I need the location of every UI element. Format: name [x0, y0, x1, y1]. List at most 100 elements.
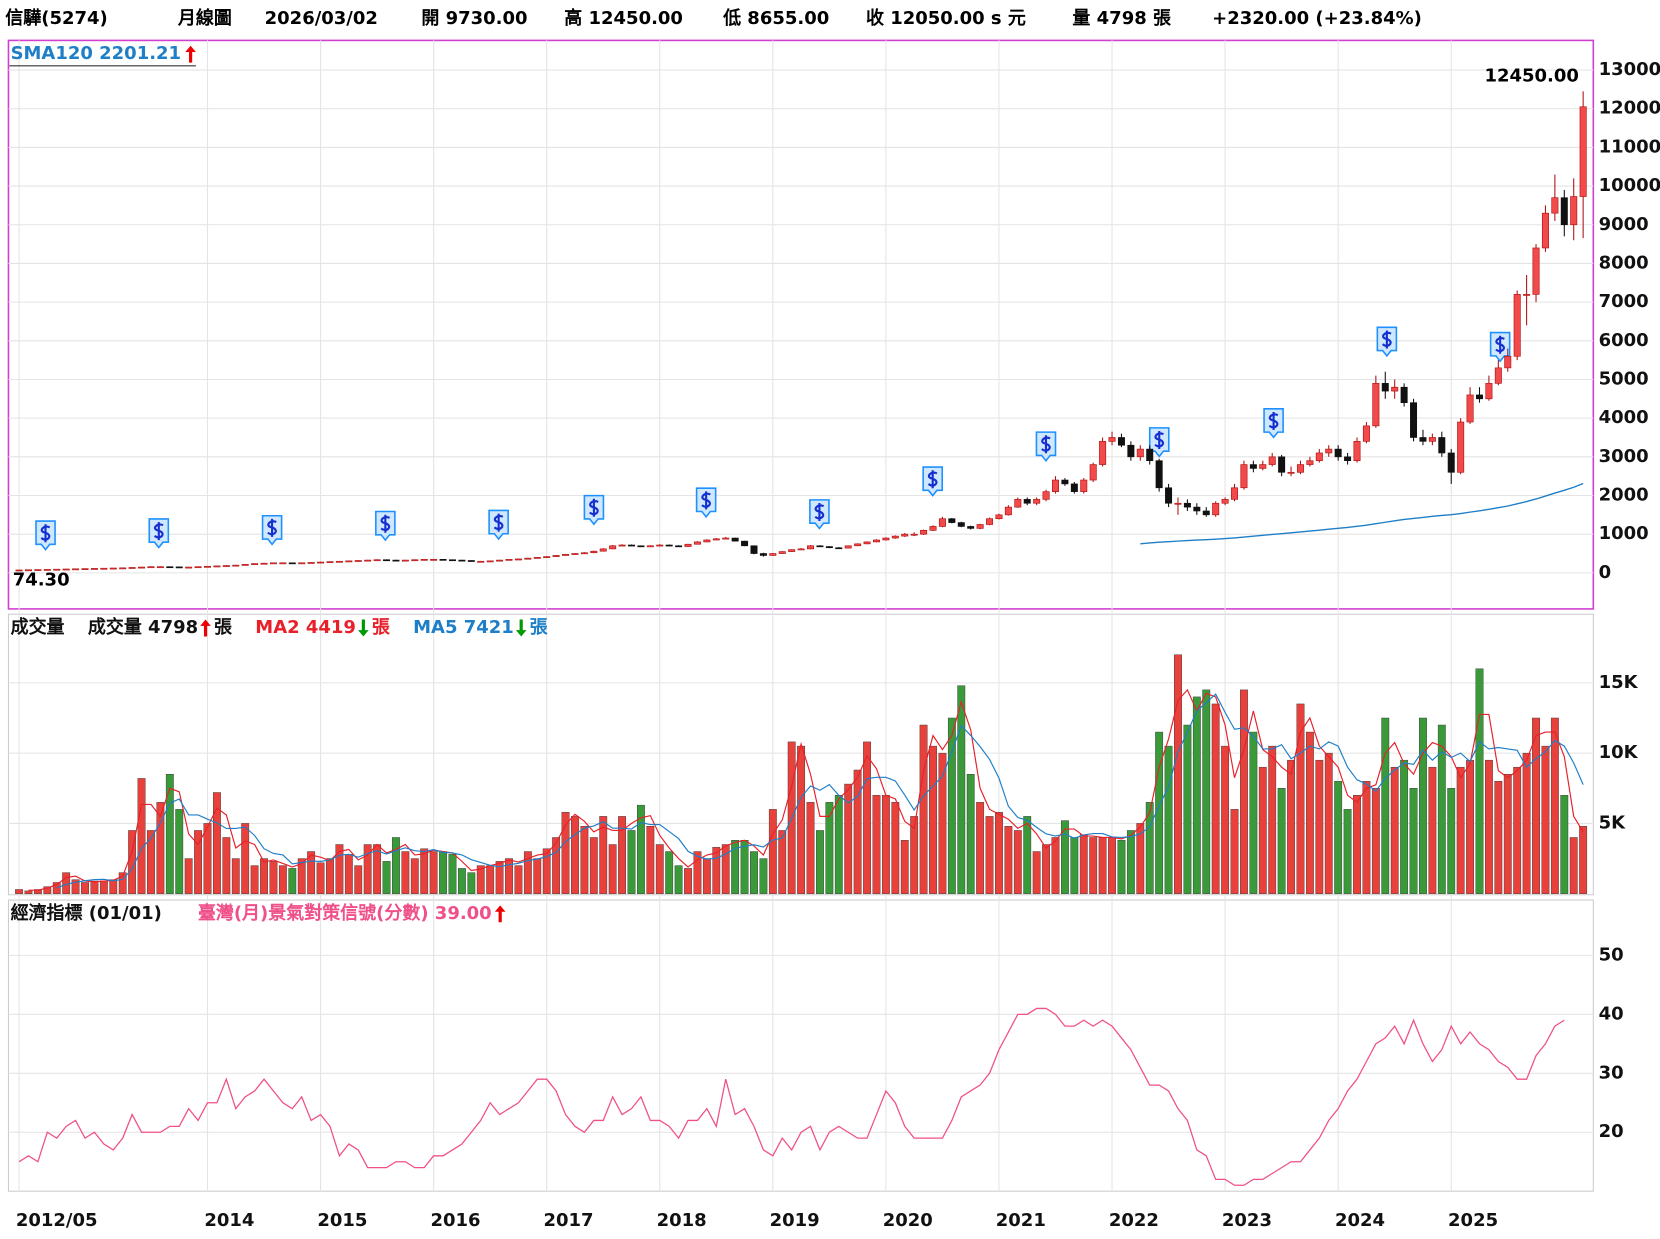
- volume-bar: [891, 802, 900, 894]
- volume-bar: [523, 851, 532, 894]
- volume-bar: [1013, 830, 1022, 894]
- volume-bar: [995, 811, 1003, 894]
- volume-bar: [759, 858, 768, 894]
- candle-body: [910, 533, 918, 536]
- candle-body: [1014, 499, 1022, 508]
- candle-body: [138, 566, 146, 569]
- volume-bar: [646, 826, 655, 894]
- volume-bar: [297, 858, 306, 894]
- candle-body: [1033, 499, 1041, 504]
- candle-body: [778, 551, 786, 554]
- candle-body: [656, 544, 664, 547]
- candle-body: [486, 560, 494, 563]
- y-tick-label: 13000: [1599, 59, 1660, 80]
- candle-body: [43, 569, 51, 571]
- volume-bar: [1004, 826, 1013, 894]
- candle-body: [1089, 464, 1097, 481]
- x-tick-label: 2016: [430, 1210, 480, 1231]
- candle-body: [1165, 487, 1173, 504]
- volume-bar: [99, 880, 108, 894]
- candle-body: [288, 562, 296, 565]
- volume-bar: [1174, 654, 1182, 894]
- volume-bar: [1532, 717, 1540, 894]
- candle-body: [458, 559, 466, 562]
- candle-body: [1306, 460, 1314, 465]
- candle-body: [1221, 499, 1229, 504]
- volume-bar: [33, 889, 42, 894]
- candle-body: [1108, 437, 1116, 442]
- candle-body: [194, 566, 202, 569]
- price-panel: [7, 39, 1595, 610]
- volume-bar: [1400, 759, 1409, 894]
- candle-body: [1372, 383, 1380, 427]
- candle-body: [109, 567, 117, 570]
- volume-bar: [731, 840, 740, 894]
- y-tick-label: 0: [1599, 562, 1612, 583]
- y-tick-label: 50: [1599, 944, 1624, 965]
- volume-bar: [184, 858, 193, 894]
- volume-bar: [1305, 731, 1314, 894]
- candle-body: [128, 567, 136, 569]
- x-tick-label: 2012/05: [16, 1210, 98, 1231]
- volume-bar: [1126, 830, 1135, 894]
- max-label: 12450.00: [1484, 66, 1578, 87]
- candle-body: [326, 561, 334, 564]
- header-period: 月線圖: [177, 7, 232, 29]
- volume-bar: [693, 851, 702, 894]
- x-tick-label: 2017: [544, 1210, 594, 1231]
- volume-bar: [1211, 703, 1220, 894]
- candle-body: [1296, 464, 1304, 473]
- volume-bar: [1494, 781, 1503, 894]
- x-tick-label: 2019: [770, 1210, 820, 1231]
- candle-body: [693, 541, 701, 545]
- volume-bar: [486, 865, 495, 894]
- candle-body: [646, 545, 654, 548]
- candle-body: [401, 559, 409, 562]
- candle-body: [524, 557, 532, 560]
- header-volume: 量 4798 張: [1072, 7, 1172, 29]
- candle-body: [213, 565, 221, 568]
- volume-bar: [919, 724, 928, 894]
- candle-body: [1466, 394, 1474, 423]
- y-tick-label: 30: [1599, 1062, 1624, 1083]
- volume-bar: [118, 872, 127, 894]
- candle-body: [354, 560, 362, 562]
- economic-panel: [7, 899, 1594, 1192]
- candle-body: [986, 518, 994, 525]
- y-tick-label: 9000: [1599, 214, 1649, 235]
- ma2-legend: MA2 4419: [255, 617, 356, 638]
- x-tick-label: 2021: [996, 1210, 1046, 1231]
- dividend-symbol: [1381, 330, 1392, 349]
- candle-body: [24, 569, 32, 572]
- candle-body: [62, 568, 70, 571]
- volume-bar: [929, 745, 937, 894]
- candle-body: [967, 526, 975, 529]
- candle-body: [637, 545, 645, 548]
- volume-bar: [834, 795, 843, 894]
- volume-bar: [844, 783, 853, 894]
- header-date: 2026/03/02: [265, 8, 378, 29]
- candle-body: [147, 566, 155, 569]
- y-tick-label: 40: [1599, 1003, 1624, 1024]
- candle-body: [929, 526, 937, 531]
- volume-bar: [316, 862, 325, 894]
- candle-body: [995, 514, 1003, 520]
- volume-bar: [467, 872, 476, 894]
- volume-bar: [448, 854, 457, 894]
- candle-body: [166, 566, 174, 569]
- candle-body: [53, 568, 61, 571]
- candle-body: [844, 545, 852, 549]
- candle-body: [1249, 464, 1257, 469]
- volume-bar: [985, 816, 994, 894]
- volume-bar: [740, 840, 749, 894]
- candle-body: [1212, 502, 1220, 516]
- volume-bar: [457, 868, 466, 894]
- candle-body: [1438, 437, 1446, 454]
- candle-body: [1344, 456, 1352, 462]
- candle-body: [1428, 437, 1436, 442]
- volume-label: 成交量: [11, 616, 65, 638]
- volume-bar: [165, 774, 174, 894]
- volume-bar: [1202, 689, 1211, 894]
- y-tick-label: 10K: [1599, 742, 1639, 763]
- volume-bar: [1230, 809, 1239, 894]
